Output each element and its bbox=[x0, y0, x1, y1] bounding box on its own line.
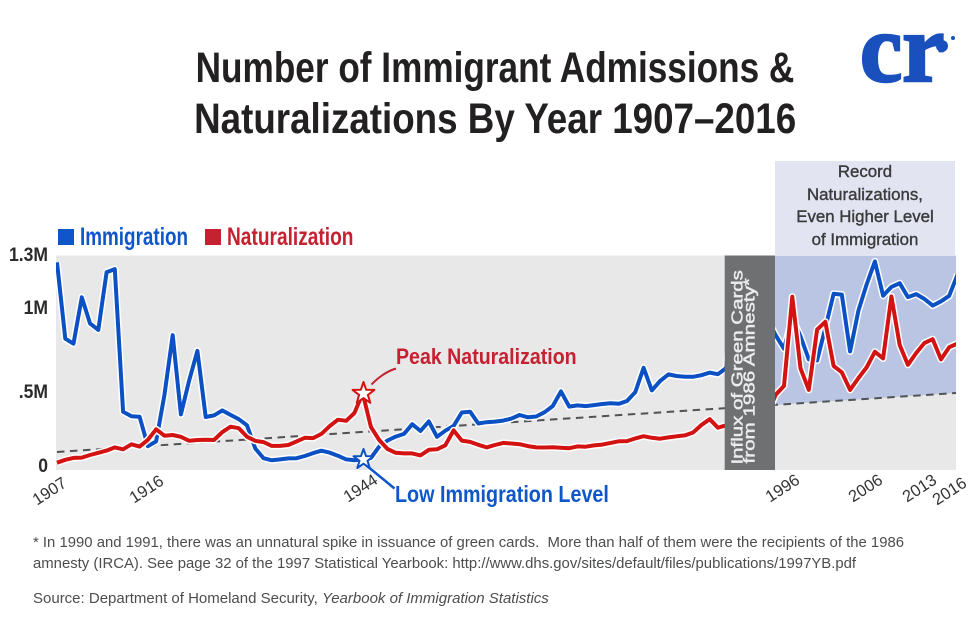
svg-text:Influx of Green Cards: Influx of Green Cards bbox=[729, 270, 746, 464]
svg-text:from 1986 Amnesty*: from 1986 Amnesty* bbox=[740, 278, 758, 463]
